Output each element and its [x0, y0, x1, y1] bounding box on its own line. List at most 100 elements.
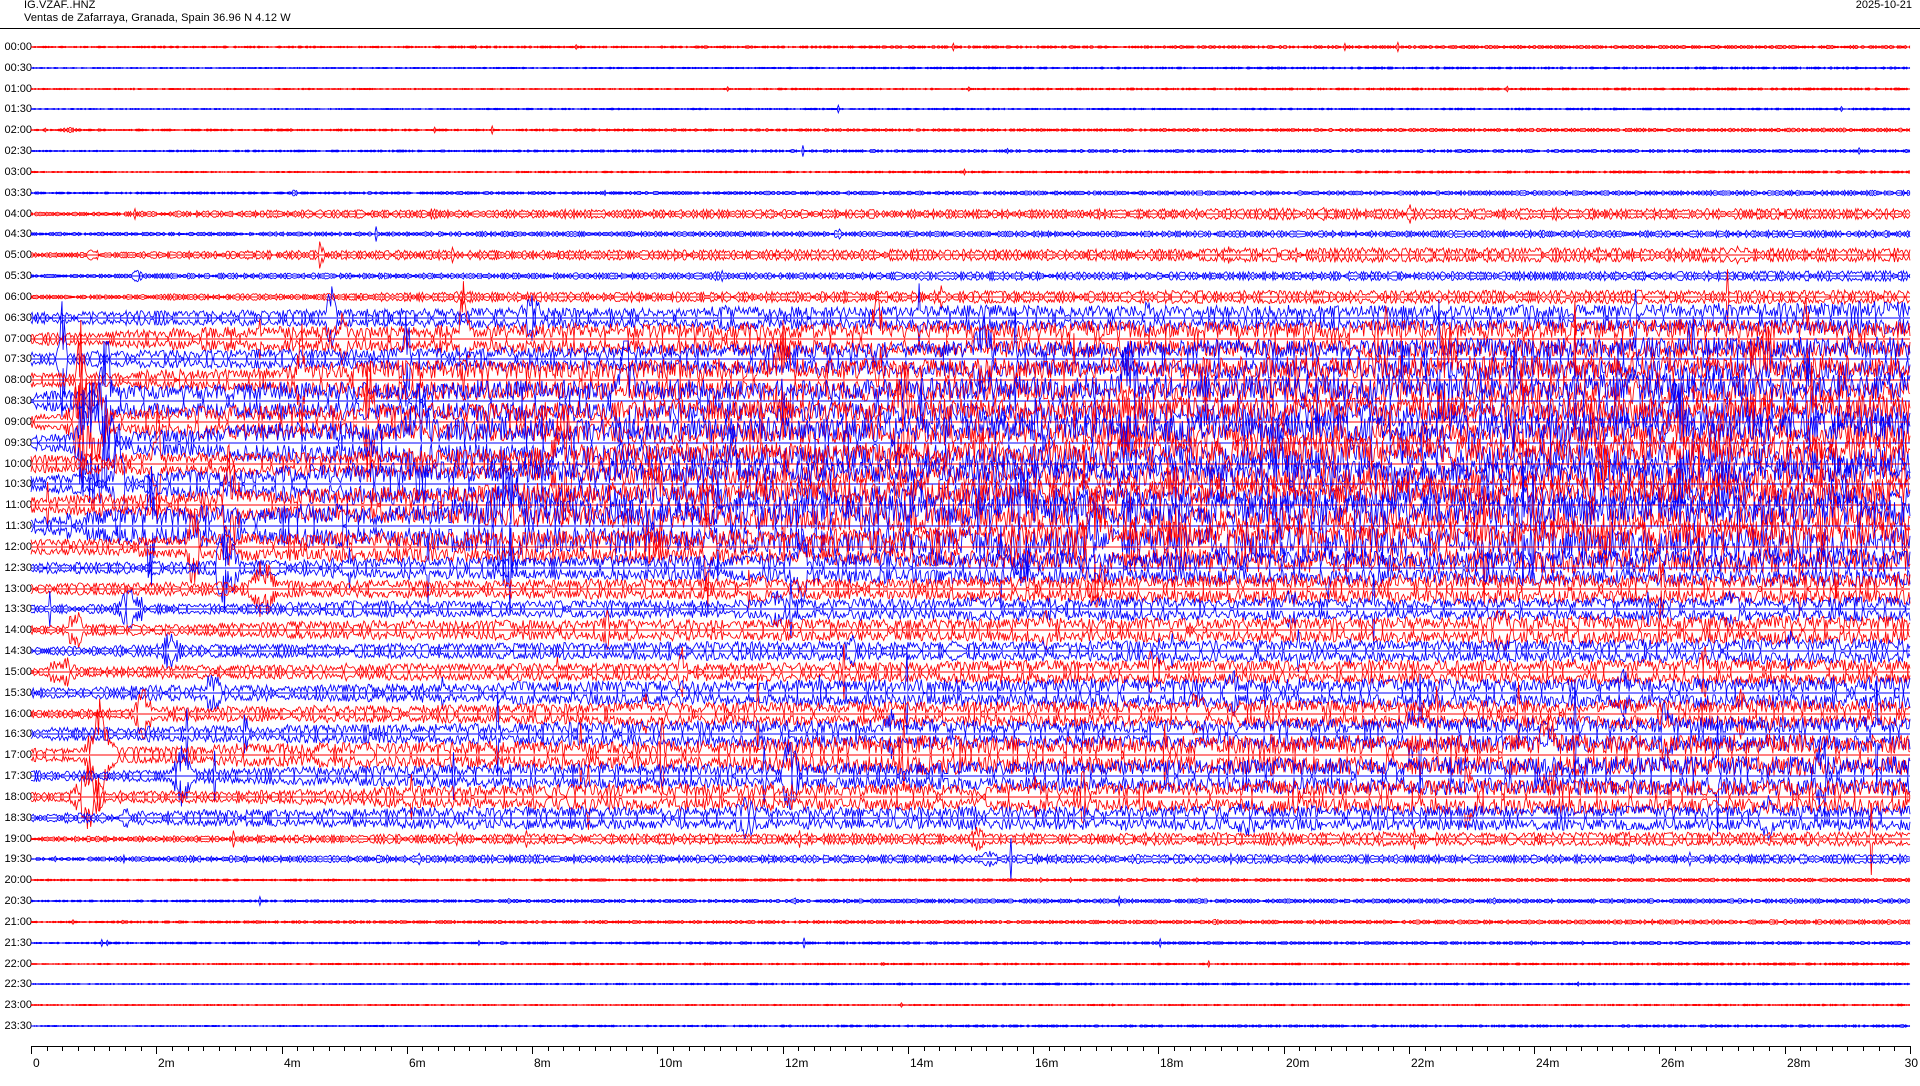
waveform-trace: [30, 49, 1911, 169]
time-label: 10:00: [4, 457, 32, 470]
x-tick-label: 30: [1904, 1056, 1918, 1070]
x-tick-minor: [955, 1046, 956, 1051]
waveform-trace: [31, 340, 1911, 462]
waveform-trace: [30, 174, 1911, 294]
x-tick-minor: [297, 1046, 298, 1051]
time-label: 08:00: [4, 374, 32, 387]
time-label: 22:00: [4, 957, 32, 970]
x-tick-minor: [798, 1046, 799, 1051]
x-tick-minor: [1879, 1046, 1880, 1051]
x-tick-minor: [141, 1046, 142, 1051]
time-label: 18:00: [4, 790, 32, 803]
x-tick-minor: [720, 1046, 721, 1051]
x-tick-minor: [422, 1046, 423, 1051]
time-label: 09:30: [4, 436, 32, 449]
time-label: 02:00: [4, 124, 32, 137]
x-tick-minor: [767, 1046, 768, 1051]
time-label: 12:30: [4, 561, 32, 574]
x-tick-minor: [1221, 1046, 1222, 1051]
time-label: 14:30: [4, 645, 32, 658]
x-tick-label: 8m: [534, 1056, 551, 1070]
x-tick-major: [908, 1046, 909, 1054]
time-label: 16:30: [4, 728, 32, 741]
waveform-trace: [30, 549, 1911, 669]
x-tick-label: 26m: [1661, 1056, 1685, 1070]
time-label: 14:00: [4, 624, 32, 637]
x-tick-minor: [1550, 1046, 1551, 1051]
waveform-trace: [30, 758, 1911, 878]
waveform-trace: [30, 237, 1911, 357]
x-tick-minor: [469, 1046, 470, 1051]
x-tick-label: 10m: [659, 1056, 683, 1070]
time-label: 18:30: [4, 811, 32, 824]
time-label: 01:30: [4, 103, 32, 116]
time-label: 17:30: [4, 770, 32, 783]
time-label: 15:30: [4, 686, 32, 699]
x-tick-minor: [1816, 1046, 1817, 1051]
x-tick-major: [1409, 1046, 1410, 1054]
x-tick-minor: [595, 1046, 596, 1051]
time-label: 06:30: [4, 311, 32, 324]
waveform-trace: [30, 633, 1911, 753]
x-tick-minor: [830, 1046, 831, 1051]
x-tick-minor: [1722, 1046, 1723, 1051]
x-tick-minor: [360, 1046, 361, 1051]
x-tick-minor: [877, 1046, 878, 1051]
x-tick-label: 22m: [1411, 1056, 1435, 1070]
waveform-trace: [30, 820, 1911, 940]
waveform-trace: [30, 216, 1911, 336]
time-label: 04:30: [4, 228, 32, 241]
x-tick-minor: [62, 1046, 63, 1051]
waveform-trace: [30, 737, 1911, 857]
x-tick-minor: [313, 1046, 314, 1051]
x-tick-minor: [751, 1046, 752, 1051]
x-tick-minor: [109, 1046, 110, 1051]
time-label: 15:00: [4, 665, 32, 678]
waveform-trace: [30, 299, 1911, 420]
time-label: 00:00: [4, 41, 32, 53]
header: IG.VZAF..HNZ Ventas de Zafarraya, Granad…: [0, 0, 1920, 29]
x-tick-major: [1534, 1046, 1535, 1054]
x-tick-minor: [1456, 1046, 1457, 1051]
x-tick-major: [783, 1046, 784, 1054]
x-tick-minor: [1362, 1046, 1363, 1051]
x-tick-minor: [1127, 1046, 1128, 1051]
x-tick-major: [31, 1046, 32, 1054]
time-label: 13:00: [4, 582, 32, 595]
x-tick-minor: [1080, 1046, 1081, 1051]
record-date: 2025-10-21: [1855, 0, 1912, 11]
x-tick-minor: [203, 1046, 204, 1051]
x-tick-minor: [266, 1046, 267, 1051]
x-tick-minor: [1753, 1046, 1754, 1051]
time-label: 21:30: [4, 936, 32, 949]
x-tick-minor: [736, 1046, 737, 1051]
x-tick-minor: [375, 1046, 376, 1051]
waveform-trace: [30, 654, 1911, 774]
x-tick-minor: [1519, 1046, 1520, 1051]
x-tick-label: 0: [33, 1056, 40, 1070]
x-tick-minor: [1503, 1046, 1504, 1051]
x-tick-minor: [971, 1046, 972, 1051]
x-tick-minor: [1440, 1046, 1441, 1051]
helicorder-plot: 00:00 00:30 01:00 01:30 02:00 02:30 03:00 03:30…: [0, 29, 1920, 1039]
time-label: 16:00: [4, 707, 32, 720]
time-label: 17:00: [4, 749, 32, 762]
x-tick-minor: [344, 1046, 345, 1051]
x-tick-minor: [814, 1046, 815, 1051]
x-tick-minor: [501, 1046, 502, 1051]
x-tick-minor: [1581, 1046, 1582, 1051]
x-tick-minor: [1675, 1046, 1676, 1051]
station-location: Ventas de Zafarraya, Granada, Spain 36.9…: [24, 12, 291, 24]
x-tick-label: 4m: [284, 1056, 301, 1070]
time-label: 19:00: [4, 832, 32, 845]
time-label: 00:30: [4, 61, 32, 74]
time-label: 05:00: [4, 249, 32, 262]
x-tick-label: 28m: [1787, 1056, 1811, 1070]
x-tick-minor: [626, 1046, 627, 1051]
waveform-trace: [30, 70, 1911, 190]
x-tick-minor: [673, 1046, 674, 1051]
waveform-trace: [30, 904, 1910, 1024]
x-tick-major: [1785, 1046, 1786, 1054]
x-tick-label: 6m: [409, 1056, 426, 1070]
